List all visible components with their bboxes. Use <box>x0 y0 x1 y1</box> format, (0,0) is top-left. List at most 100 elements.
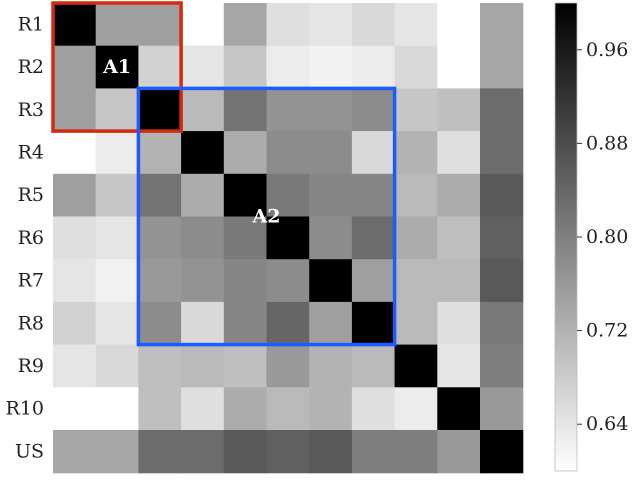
heatmap-cell-R2-3 <box>138 45 182 89</box>
heatmap-cell-R8-2 <box>95 301 139 346</box>
row-label-R2: R2 <box>18 56 44 78</box>
row-label-R10: R10 <box>6 398 44 420</box>
heatmap-cell-R1-4 <box>181 3 225 47</box>
heatmap-cell-R2-8 <box>351 45 396 89</box>
heatmap-cell-R3-1 <box>53 88 97 132</box>
heatmap-cell-R2-1 <box>53 45 97 89</box>
row-label-R1: R1 <box>18 13 44 35</box>
colorbar-tick-label: 0.72 <box>586 320 628 342</box>
heatmap-cell-US-7 <box>309 430 353 474</box>
row-label-R3: R3 <box>18 99 44 121</box>
heatmap-cell-R10-2 <box>95 387 139 431</box>
heatmap-cell-R2-7 <box>309 45 353 89</box>
heatmap-cell-R10-4 <box>181 387 225 431</box>
heatmap-cell-R3-5 <box>223 88 268 132</box>
annotation-box-a2 <box>136 86 397 347</box>
heatmap-cell-R8-3 <box>138 301 182 346</box>
heatmap-cell-R3-11 <box>480 88 524 132</box>
heatmap-cell-R6-5 <box>223 216 268 260</box>
heatmap-cell-R4-6 <box>266 131 310 175</box>
heatmap-cell-R9-6 <box>266 344 310 388</box>
heatmap-cell-R7-10 <box>437 259 481 303</box>
row-label-R6: R6 <box>18 227 44 249</box>
colorbar: 0.64 0.72 0.80 0.88 0.96 <box>554 2 628 472</box>
heatmap-cell-R8-5 <box>223 301 268 346</box>
heatmap-cell-R1-1 <box>53 3 97 47</box>
row-label-R4: R4 <box>18 141 44 163</box>
heatmap-cell-R4-1 <box>53 131 97 175</box>
annotation-label-a1: A1 <box>102 56 131 78</box>
heatmap-cell-R5-10 <box>437 173 481 218</box>
heatmap-cell-R6-11 <box>480 216 524 260</box>
heatmap-cell-R5-11 <box>480 173 524 218</box>
row-label-R7: R7 <box>18 270 44 292</box>
heatmap-cell-R8-7 <box>309 301 353 346</box>
heatmap-cell-R8-4 <box>181 301 225 346</box>
heatmap-cell-R8-10 <box>437 301 481 346</box>
heatmap-cell-R6-8 <box>351 216 396 260</box>
heatmap-cell-R8-8 <box>351 301 396 346</box>
heatmap-cell-R9-1 <box>53 344 97 388</box>
heatmap-cell-US-10 <box>437 430 481 474</box>
heatmap-cell-R2-10 <box>437 45 481 89</box>
heatmap-cell-R5-1 <box>53 173 97 218</box>
heatmap-cell-R8-11 <box>480 301 524 346</box>
heatmap-cell-R5-4 <box>181 173 225 218</box>
heatmap-cell-R6-4 <box>181 216 225 260</box>
heatmap-cell-R5-8 <box>351 173 396 218</box>
row-label-US: US <box>15 440 44 462</box>
row-label-R9: R9 <box>18 355 44 377</box>
heatmap-cell-R10-6 <box>266 387 310 431</box>
heatmap-cell-R3-7 <box>309 88 353 132</box>
heatmap-cell-R9-10 <box>437 344 481 388</box>
heatmap-cell-R10-1 <box>53 387 97 431</box>
colorbar-tick-label: 0.80 <box>586 226 628 248</box>
heatmap-cell-R1-6 <box>266 3 310 47</box>
heatmap-cell-R9-9 <box>394 344 438 388</box>
heatmap-cell-R9-11 <box>480 344 524 388</box>
heatmap-cell-US-6 <box>266 430 310 474</box>
heatmap-cell-R7-11 <box>480 259 524 303</box>
heatmap-cell-R4-8 <box>351 131 396 175</box>
heatmap-cell-R6-9 <box>394 216 438 260</box>
heatmap-cell-R5-5 <box>223 173 268 218</box>
heatmap-cell-R6-2 <box>95 216 139 260</box>
heatmap-cell-R10-5 <box>223 387 268 431</box>
heatmap-cell-R7-6 <box>266 259 310 303</box>
row-label-R8: R8 <box>18 312 44 334</box>
heatmap-cell-US-5 <box>223 430 268 474</box>
heatmap-cell-R2-11 <box>480 45 524 89</box>
heatmap-cell-R9-7 <box>309 344 353 388</box>
annotation-box-a1 <box>51 1 183 133</box>
colorbar-tick-label: 0.96 <box>586 39 628 61</box>
heatmap-cell-R2-2 <box>95 45 139 89</box>
heatmap-cell-R4-4 <box>181 131 225 175</box>
heatmap-cell-R10-9 <box>394 387 438 431</box>
heatmap-cells <box>53 3 524 474</box>
heatmap-cell-R7-4 <box>181 259 225 303</box>
heatmap-cell-R9-5 <box>223 344 268 388</box>
heatmap-cell-R1-10 <box>437 3 481 47</box>
heatmap-cell-R3-2 <box>95 88 139 132</box>
row-labels: R1 R2 R3 R4 R5 R6 R7 R8 R9 R10 US <box>6 13 44 462</box>
heatmap-cell-R1-9 <box>394 3 438 47</box>
heatmap-cell-R9-8 <box>351 344 396 388</box>
annotation-boxes: A1 A2 <box>51 1 397 347</box>
heatmap-cell-R1-11 <box>480 3 524 47</box>
heatmap-cell-R7-9 <box>394 259 438 303</box>
heatmap-cell-R4-3 <box>138 131 182 175</box>
heatmap-cell-R1-5 <box>223 3 268 47</box>
heatmap-cell-R4-9 <box>394 131 438 175</box>
heatmap-cell-R6-1 <box>53 216 97 260</box>
heatmap-cell-R4-2 <box>95 131 139 175</box>
heatmap-cell-R9-2 <box>95 344 139 388</box>
annotation-label-a2: A2 <box>252 206 281 228</box>
heatmap-cell-R6-10 <box>437 216 481 260</box>
heatmap-cell-R10-11 <box>480 387 524 431</box>
heatmap-cell-R2-6 <box>266 45 310 89</box>
colorbar-tick-label: 0.64 <box>586 413 628 435</box>
heatmap-cell-R2-5 <box>223 45 268 89</box>
heatmap-cell-R2-4 <box>181 45 225 89</box>
heatmap-cell-R10-10 <box>437 387 481 431</box>
heatmap-cell-R4-7 <box>309 131 353 175</box>
